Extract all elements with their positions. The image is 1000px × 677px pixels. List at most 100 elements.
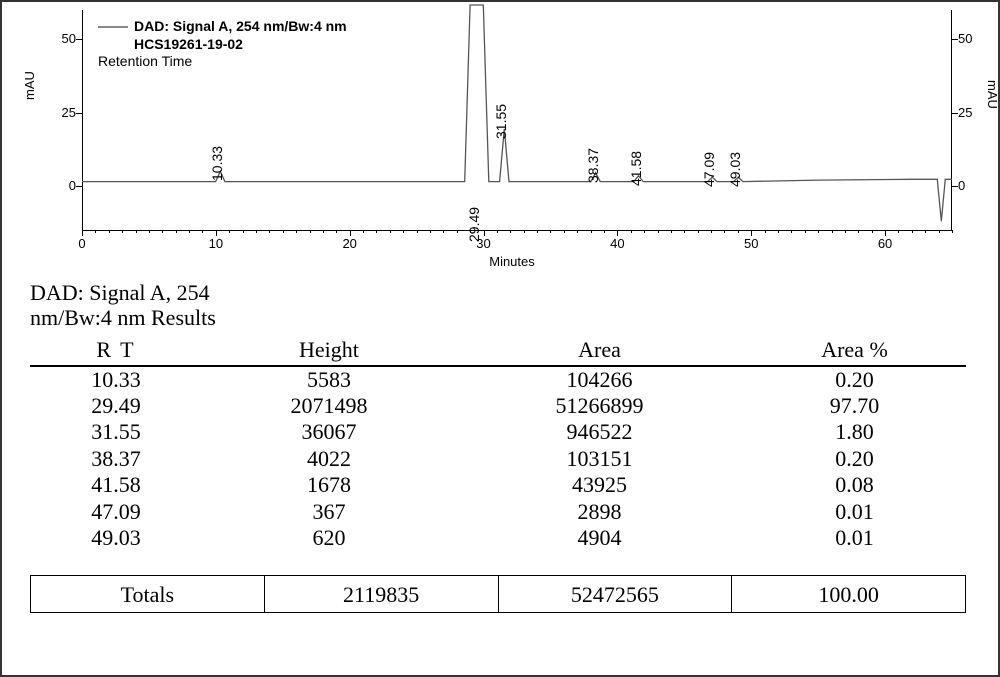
x-minor-tick: [109, 230, 110, 233]
x-minor-tick: [457, 230, 458, 233]
y-tick-right: 50: [958, 31, 988, 46]
x-minor-tick: [738, 230, 739, 233]
table-cell: 0.01: [743, 499, 966, 525]
x-minor-tick: [925, 230, 926, 233]
x-minor-tick: [162, 230, 163, 233]
y-tick-right: 0: [958, 178, 988, 193]
x-minor-tick: [363, 230, 364, 233]
legend-signal: DAD: Signal A, 254 nm/Bw:4 nm: [134, 18, 347, 36]
table-cell: 38.37: [30, 446, 202, 472]
table-cell: 2071498: [202, 393, 456, 419]
table-cell: 31.55: [30, 419, 202, 445]
x-axis: [82, 230, 952, 231]
x-minor-tick: [202, 230, 203, 233]
table-row: 41.581678439250.08: [30, 472, 966, 498]
x-minor-tick: [591, 230, 592, 233]
x-minor-tick: [724, 230, 725, 233]
x-minor-tick: [296, 230, 297, 233]
x-minor-tick: [376, 230, 377, 233]
x-tick: 60: [865, 236, 905, 251]
x-minor-tick: [604, 230, 605, 233]
table-row: 49.0362049040.01: [30, 525, 966, 557]
y-tick-right: 25: [958, 105, 988, 120]
x-minor-tick: [95, 230, 96, 233]
table-cell: 97.70: [743, 393, 966, 419]
results-table: R T Height Area Area % 10.3355831042660.…: [30, 335, 966, 558]
peak-label: 38.37: [585, 148, 601, 183]
x-minor-tick: [898, 230, 899, 233]
x-minor-tick: [443, 230, 444, 233]
table-cell: 367: [202, 499, 456, 525]
y-tick-mark: [76, 113, 82, 114]
x-minor-tick: [430, 230, 431, 233]
results-title: DAD: Signal A, 254 nm/Bw:4 nm Results: [30, 280, 966, 331]
table-cell: 0.08: [743, 472, 966, 498]
table-cell: 43925: [456, 472, 743, 498]
table-cell: 47.09: [30, 499, 202, 525]
x-minor-tick: [564, 230, 565, 233]
col-rt: R T: [30, 335, 202, 366]
x-minor-tick: [939, 230, 940, 233]
table-cell: 0.20: [743, 446, 966, 472]
x-minor-tick: [711, 230, 712, 233]
totals-table: Totals 2119835 52472565 100.00: [30, 575, 966, 613]
totals-row: Totals 2119835 52472565 100.00: [31, 576, 966, 613]
table-row: 10.3355831042660.20: [30, 366, 966, 393]
table-cell: 29.49: [30, 393, 202, 419]
y-tick-mark-right: [952, 39, 958, 40]
x-tick-mark: [885, 230, 886, 236]
x-tick: 20: [330, 236, 370, 251]
x-minor-tick: [256, 230, 257, 233]
x-minor-tick: [805, 230, 806, 233]
x-minor-tick: [952, 230, 953, 233]
x-minor-tick: [122, 230, 123, 233]
x-minor-tick: [243, 230, 244, 233]
results-section: DAD: Signal A, 254 nm/Bw:4 nm Results R …: [30, 280, 966, 613]
peak-label: 41.58: [628, 151, 644, 186]
x-minor-tick: [310, 230, 311, 233]
legend-sample: HCS19261-19-02: [98, 36, 347, 54]
x-minor-tick: [658, 230, 659, 233]
x-minor-tick: [631, 230, 632, 233]
x-tick-mark: [617, 230, 618, 236]
y-axis-left-label: mAU: [22, 71, 37, 100]
peak-label: 31.55: [493, 104, 509, 139]
totals-area-pct: 100.00: [732, 576, 966, 613]
legend-line-icon: [98, 26, 128, 28]
totals-area: 52472565: [498, 576, 732, 613]
x-minor-tick: [791, 230, 792, 233]
legend-annotation: Retention Time: [98, 53, 347, 71]
x-minor-tick: [644, 230, 645, 233]
x-tick: 0: [62, 236, 102, 251]
x-tick: 10: [196, 236, 236, 251]
table-cell: 5583: [202, 366, 456, 393]
x-minor-tick: [818, 230, 819, 233]
chromatogram-panel: mAU mAU DAD: Signal A, 254 nm/Bw:4 nm HC…: [12, 10, 980, 270]
peak-label: 49.03: [727, 152, 743, 187]
col-area-pct: Area %: [743, 335, 966, 366]
table-row: 31.55360679465221.80: [30, 419, 966, 445]
peak-label: 29.49: [466, 207, 482, 242]
x-minor-tick: [858, 230, 859, 233]
x-minor-tick: [283, 230, 284, 233]
results-title-line1: DAD: Signal A, 254: [30, 280, 210, 305]
peak-label: 10.33: [209, 146, 225, 181]
table-cell: 104266: [456, 366, 743, 393]
peak-label: 47.09: [701, 152, 717, 187]
x-minor-tick: [778, 230, 779, 233]
x-tick-mark: [350, 230, 351, 236]
x-minor-tick: [189, 230, 190, 233]
y-tick: 50: [46, 31, 76, 46]
y-tick-mark: [76, 39, 82, 40]
table-cell: 1678: [202, 472, 456, 498]
x-minor-tick: [912, 230, 913, 233]
x-minor-tick: [537, 230, 538, 233]
x-tick-mark: [82, 230, 83, 236]
table-cell: 620: [202, 525, 456, 557]
table-cell: 946522: [456, 419, 743, 445]
y-tick-mark: [76, 186, 82, 187]
table-row: 38.3740221031510.20: [30, 446, 966, 472]
x-tick: 50: [731, 236, 771, 251]
x-minor-tick: [832, 230, 833, 233]
x-minor-tick: [765, 230, 766, 233]
